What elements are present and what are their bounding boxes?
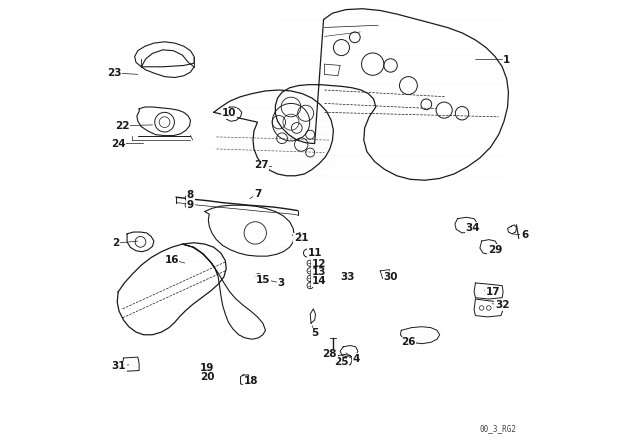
Text: 22: 22 — [115, 121, 130, 131]
Text: 13: 13 — [312, 267, 326, 277]
Text: 16: 16 — [164, 255, 179, 265]
Text: 18: 18 — [244, 376, 259, 386]
Text: 3: 3 — [277, 278, 284, 288]
Text: 20: 20 — [200, 372, 214, 382]
Text: 00_3_RG2: 00_3_RG2 — [480, 424, 517, 433]
Text: 6: 6 — [521, 230, 528, 240]
Text: 14: 14 — [312, 276, 326, 286]
Text: 33: 33 — [340, 271, 355, 282]
Text: 15: 15 — [255, 275, 270, 285]
Text: 32: 32 — [495, 300, 509, 310]
Text: 4: 4 — [352, 354, 360, 364]
Text: 9: 9 — [187, 200, 194, 210]
Text: 34: 34 — [465, 223, 480, 233]
Text: 2: 2 — [112, 238, 120, 248]
Text: 27: 27 — [253, 160, 268, 170]
Text: 31: 31 — [112, 361, 126, 371]
Text: 26: 26 — [401, 337, 415, 347]
Text: 21: 21 — [294, 233, 308, 243]
Text: 1: 1 — [503, 55, 510, 65]
Text: 23: 23 — [108, 68, 122, 78]
Text: 29: 29 — [488, 245, 502, 255]
Text: 17: 17 — [486, 287, 500, 297]
Text: 24: 24 — [111, 138, 125, 149]
Text: 8: 8 — [187, 190, 194, 200]
Text: 28: 28 — [323, 349, 337, 359]
Text: 10: 10 — [221, 108, 236, 118]
Text: 30: 30 — [383, 271, 398, 282]
Text: 11: 11 — [307, 248, 322, 258]
Text: 7: 7 — [254, 189, 261, 198]
Text: 19: 19 — [200, 363, 214, 373]
Text: 25: 25 — [334, 358, 349, 367]
Text: 5: 5 — [311, 328, 318, 338]
Text: 12: 12 — [312, 259, 326, 269]
